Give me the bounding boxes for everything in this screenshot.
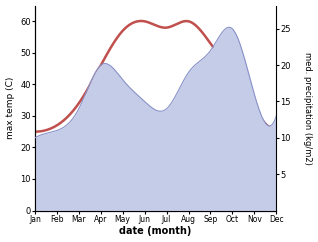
Y-axis label: med. precipitation (kg/m2): med. precipitation (kg/m2) [303,52,313,165]
X-axis label: date (month): date (month) [119,227,192,236]
Y-axis label: max temp (C): max temp (C) [5,77,15,139]
